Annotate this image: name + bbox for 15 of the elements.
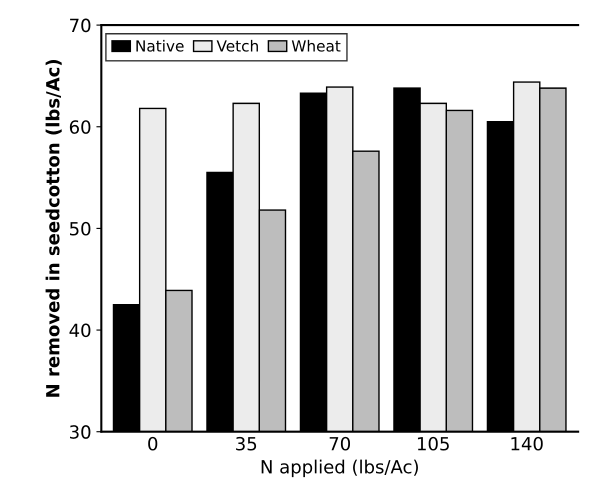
y-tick-label: 40	[70, 324, 90, 338]
legend-label: Wheat	[292, 40, 340, 52]
x-tick-label: 105	[418, 436, 449, 451]
x-tick-label: 140	[511, 436, 543, 451]
x-axis-title: N applied (lbs/Ac)	[262, 460, 418, 478]
x-tick-label: 35	[236, 436, 256, 451]
y-tick-label: 60	[70, 120, 90, 134]
y-tick-label: 50	[70, 222, 90, 236]
x-tick-label: 0	[148, 436, 158, 451]
legend-label: Vetch	[216, 40, 258, 52]
y-axis-title: N removed in seedcotton (lbs/Ac)	[46, 60, 62, 397]
legend-label: Native	[136, 40, 184, 52]
x-tick-label: 70	[330, 436, 350, 451]
y-tick-label: 30	[70, 425, 90, 439]
y-tick-label: 70	[70, 18, 90, 32]
